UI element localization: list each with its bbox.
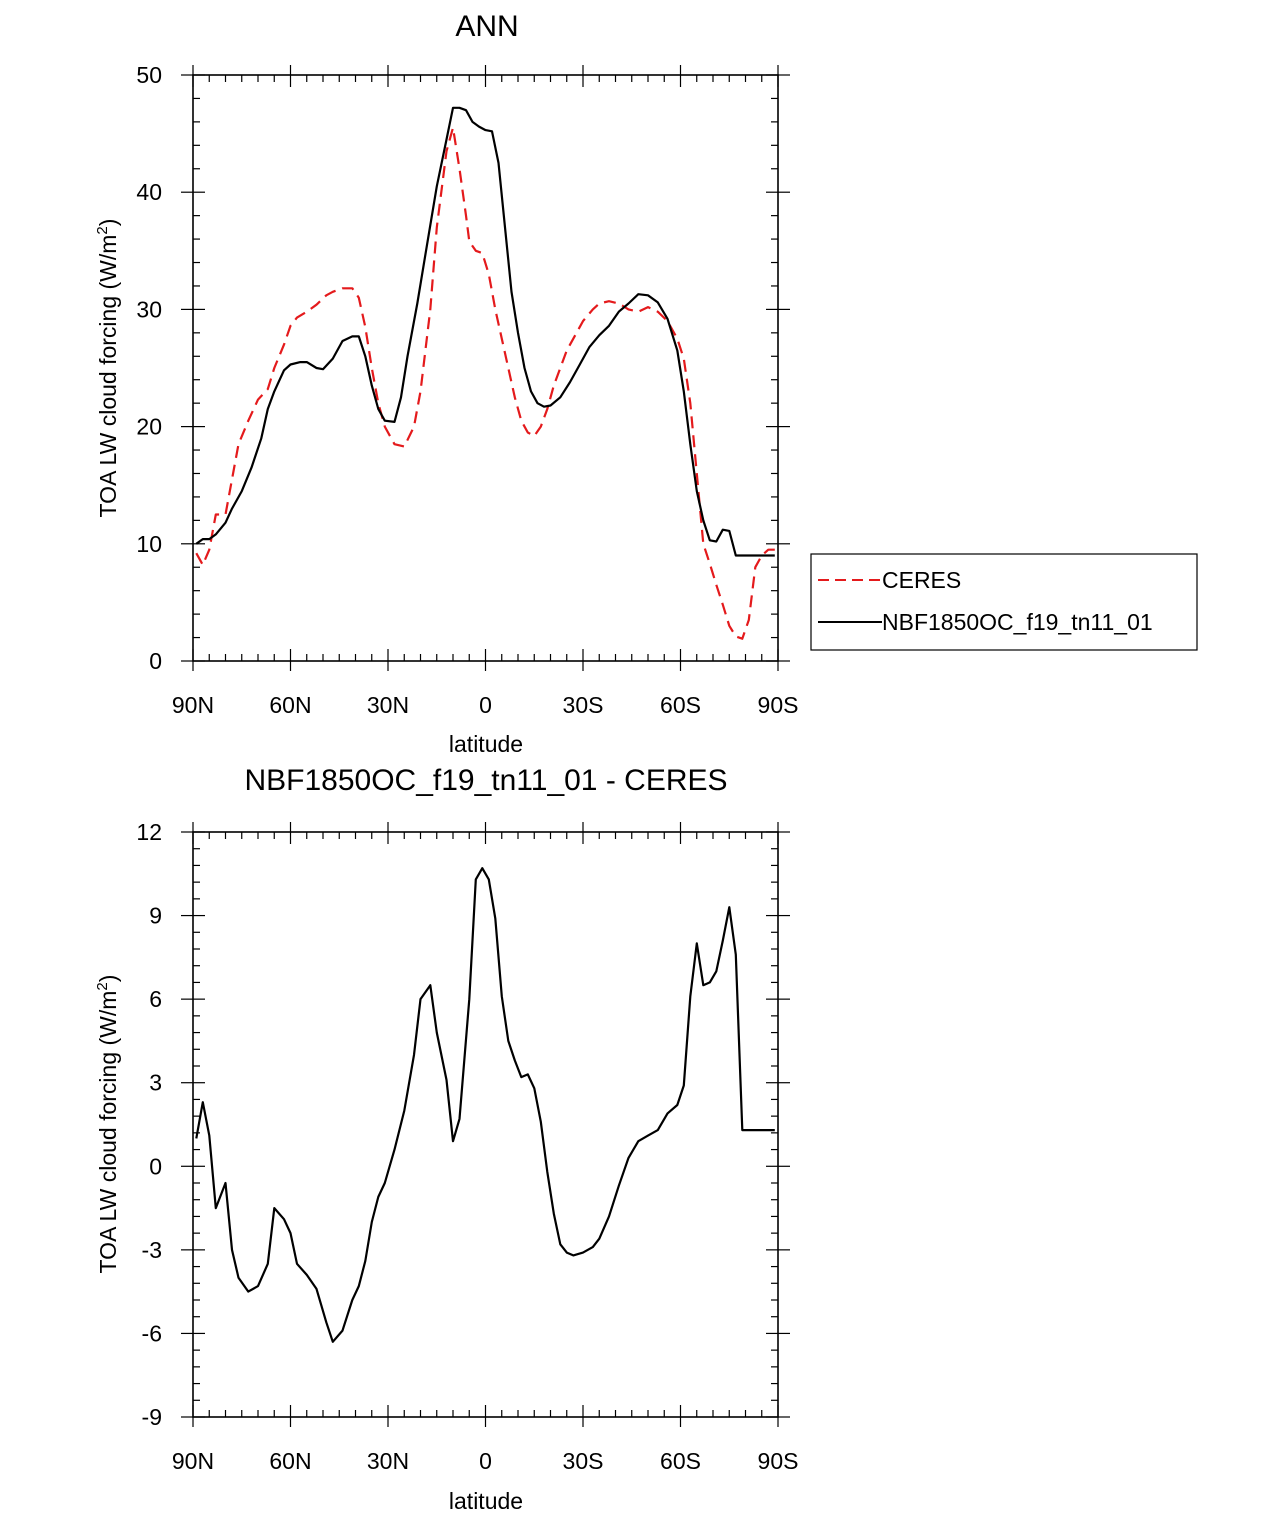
- legend-box: [810, 553, 1198, 651]
- bottom-x-tick-label: 30S: [563, 1448, 604, 1474]
- top-y-axis-label: TOA LW cloud forcing (W/m2): [94, 219, 121, 518]
- bottom-x-tick-label: 0: [479, 1448, 492, 1474]
- top-panel: ANN 90N 60N 30N 0 30S 60S 90S 0 10 20 30 40 50 lati…: [94, 10, 1198, 757]
- top-x-tick-label: 30S: [563, 692, 604, 718]
- top-y-tick-label: 0: [149, 648, 162, 674]
- top-series: [195, 106, 775, 640]
- bottom-y-label-tail: ): [95, 975, 121, 983]
- bottom-x-tick-labels: 90N 60N 30N 0 30S 60S 90S: [172, 1448, 799, 1474]
- bottom-y-tick-label: 0: [149, 1153, 162, 1179]
- bottom-plot-frame: [192, 831, 779, 1418]
- legend-label-ceres: CERES: [882, 567, 961, 593]
- bottom-x-axis-label: latitude: [449, 1488, 523, 1514]
- bottom-x-tick-label: 30N: [367, 1448, 409, 1474]
- top-x-axis-label: latitude: [449, 731, 523, 757]
- bottom-y-tick-label: 3: [149, 1070, 162, 1096]
- top-x-tick-label: 90N: [172, 692, 214, 718]
- bottom-panel: NBF1850OC_f19_tn11_01 - CERES 90N 60N 30N 0…: [94, 764, 798, 1514]
- top-series-line-nbf1850oc-f19-tn11-01: [195, 106, 775, 557]
- bottom-x-tick-label: 90N: [172, 1448, 214, 1474]
- top-x-tick-label: 0: [479, 692, 492, 718]
- bottom-series-line-difference: [195, 867, 775, 1343]
- bottom-x-tick-label: 60S: [660, 1448, 701, 1474]
- bottom-y-tick-label: -3: [142, 1237, 162, 1263]
- top-y-tick-label: 30: [136, 296, 162, 322]
- top-x-tick-label: 60S: [660, 692, 701, 718]
- top-ticks: [181, 65, 790, 671]
- top-chart-title: ANN: [455, 10, 518, 43]
- bottom-y-label-main: TOA LW cloud forcing (W/m: [95, 991, 121, 1274]
- bottom-ticks: [181, 822, 790, 1427]
- bottom-y-tick-label: 9: [149, 903, 162, 929]
- bottom-y-tick-labels: -9 -6 -3 0 3 6 9 12: [136, 819, 162, 1430]
- bottom-series: [195, 867, 775, 1343]
- top-y-label-superscript: 2: [94, 226, 111, 234]
- top-y-tick-label: 40: [136, 179, 162, 205]
- top-y-tick-labels: 0 10 20 30 40 50: [136, 62, 162, 674]
- bottom-y-tick-label: -6: [142, 1320, 162, 1346]
- legend: CERES NBF1850OC_f19_tn11_01: [810, 553, 1198, 651]
- top-series-line-ceres: [195, 126, 775, 640]
- bottom-y-axis-label: TOA LW cloud forcing (W/m2): [94, 975, 121, 1274]
- top-y-tick-label: 50: [136, 62, 162, 88]
- bottom-x-tick-label: 90S: [758, 1448, 799, 1474]
- bottom-y-label-superscript: 2: [94, 982, 111, 990]
- bottom-y-tick-label: -9: [142, 1404, 162, 1430]
- bottom-y-tick-label: 12: [136, 819, 162, 845]
- top-y-label-tail: ): [95, 219, 121, 227]
- top-x-tick-label: 30N: [367, 692, 409, 718]
- bottom-y-tick-label: 6: [149, 986, 162, 1012]
- top-y-label-main: TOA LW cloud forcing (W/m: [95, 235, 121, 518]
- legend-label-model: NBF1850OC_f19_tn11_01: [882, 609, 1153, 635]
- top-x-tick-label: 90S: [758, 692, 799, 718]
- top-plot-frame: [192, 74, 779, 662]
- bottom-x-tick-label: 60N: [269, 1448, 311, 1474]
- top-y-tick-label: 10: [136, 531, 162, 557]
- bottom-chart-title: NBF1850OC_f19_tn11_01 - CERES: [244, 764, 727, 797]
- top-x-tick-label: 60N: [269, 692, 311, 718]
- top-y-tick-label: 20: [136, 414, 162, 440]
- top-x-tick-labels: 90N 60N 30N 0 30S 60S 90S: [172, 692, 799, 718]
